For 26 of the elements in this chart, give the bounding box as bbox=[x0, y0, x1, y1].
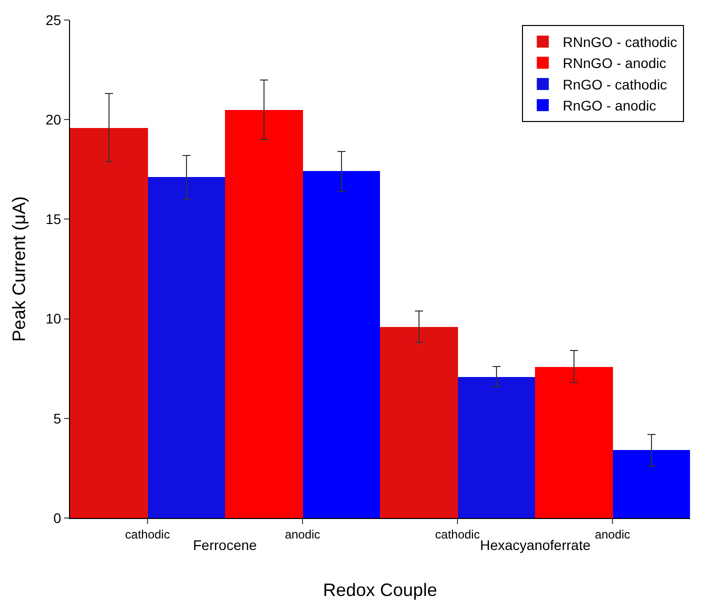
bar bbox=[225, 110, 303, 518]
x-tick-label: anodic bbox=[284, 527, 320, 542]
x-tick-label: cathodic bbox=[435, 527, 480, 542]
bar bbox=[148, 177, 225, 518]
y-tick-label: 5 bbox=[53, 410, 62, 426]
y-tick-label: 0 bbox=[53, 510, 62, 526]
bar bbox=[535, 367, 613, 518]
legend-label: RNnGO - anodic bbox=[562, 55, 666, 72]
bar bbox=[70, 128, 148, 518]
legend-label: RnGO - cathodic bbox=[562, 76, 668, 92]
bar bbox=[613, 450, 690, 518]
bar bbox=[380, 327, 458, 518]
y-axis-title: Peak Current (μA) bbox=[8, 196, 29, 342]
text: Ferrocene bbox=[193, 537, 258, 553]
legend-label: RNnGO - cathodic bbox=[562, 34, 678, 50]
y-tick-label: 10 bbox=[46, 310, 62, 327]
y-tick-label: 20 bbox=[46, 112, 62, 128]
y-tick-label: 25 bbox=[46, 12, 62, 28]
y-tick-label: 15 bbox=[46, 211, 62, 228]
text: Hexacyanoferrate bbox=[480, 537, 591, 553]
legend-label: RnGO - anodic bbox=[562, 98, 656, 114]
bar bbox=[458, 377, 535, 518]
x-tick-label: cathodic bbox=[125, 527, 170, 542]
bar bbox=[303, 171, 380, 518]
x-tick-label: anodic bbox=[594, 527, 630, 542]
x-axis-title: Redox Couple bbox=[323, 580, 438, 600]
